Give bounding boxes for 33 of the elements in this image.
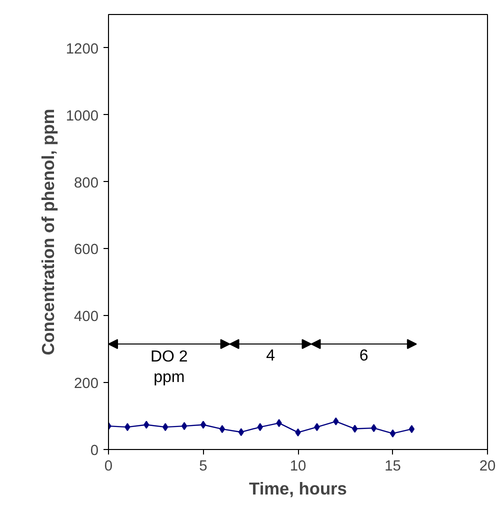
point [333,417,339,426]
x-tick-label: 0 [104,458,113,474]
y-tick-label: 200 [74,376,99,392]
point [408,425,415,434]
x-tick-label: 10 [290,458,306,474]
x-tick-label: 15 [384,458,401,474]
y-tick-label: 400 [74,309,99,326]
point [370,424,377,432]
x-axis-title: Time, hours [249,478,347,498]
point [181,422,188,430]
point [124,423,130,432]
annotation: 4 [266,347,276,364]
point [162,423,168,432]
point [276,419,282,428]
x-tick-label: 20 [479,458,496,474]
x-tick-label: 5 [199,458,208,474]
y-tick-label: 1000 [66,108,99,124]
point [200,420,206,429]
y-tick-label: 600 [74,242,99,258]
point [314,423,320,432]
annotation: 6 [359,347,368,364]
point [238,428,244,436]
annotation: DO 2 ppm [150,348,188,386]
y-axis-title: Concentration of phenol, ppm [38,108,58,356]
y-tick-label: 1200 [66,41,99,58]
y-tick-label: 0 [90,443,99,459]
point [390,429,396,438]
point [257,423,263,432]
point [144,420,150,429]
y-tick-label: 800 [74,175,99,192]
point [219,425,226,434]
point [352,424,358,433]
point [295,428,301,436]
